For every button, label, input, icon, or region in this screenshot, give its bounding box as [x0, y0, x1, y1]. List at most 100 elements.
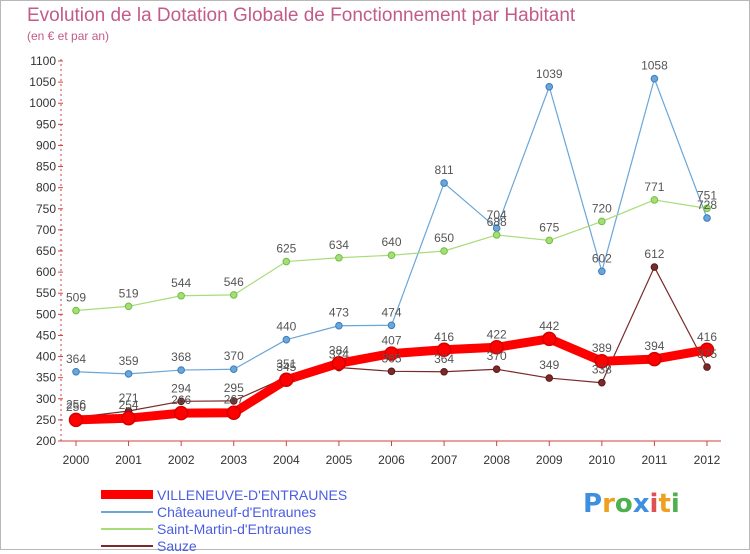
x-tick-label: 2002	[168, 453, 195, 467]
data-point	[440, 247, 448, 255]
y-tick-label: 900	[36, 138, 56, 152]
x-tick-label: 2005	[326, 453, 353, 467]
y-tick-label: 450	[36, 328, 56, 342]
data-label: 370	[487, 349, 507, 363]
data-label: 338	[592, 363, 612, 377]
data-label: 294	[171, 381, 191, 395]
data-label: 640	[381, 235, 401, 249]
data-point	[226, 405, 241, 420]
data-label: 473	[329, 306, 349, 320]
data-label: 295	[224, 381, 244, 395]
data-point	[650, 74, 659, 83]
data-point	[703, 363, 711, 371]
data-label: 254	[119, 398, 139, 412]
y-tick-label: 650	[36, 244, 56, 258]
data-point	[387, 321, 396, 330]
legend-entry: Saint-Martin-d'Entraunes	[101, 520, 347, 537]
y-tick-label: 600	[36, 265, 56, 279]
logo-letter: P	[583, 489, 603, 519]
data-label: 546	[224, 275, 244, 289]
legend-swatch	[101, 510, 153, 513]
data-point	[492, 231, 501, 239]
data-label: 394	[644, 339, 664, 353]
data-label: 720	[592, 201, 612, 215]
data-label: 349	[539, 358, 559, 372]
data-point	[440, 367, 448, 376]
data-point	[335, 253, 343, 262]
data-point	[436, 342, 452, 358]
data-label: 266	[171, 393, 191, 407]
data-point	[489, 340, 504, 355]
y-tick-label: 800	[36, 181, 56, 195]
data-point	[650, 196, 659, 204]
data-label: 365	[381, 351, 401, 365]
chart-legend: VILLENEUVE-D'ENTRAUNES Châteauneuf-d'Entr…	[101, 486, 347, 554]
data-label: 267	[224, 393, 244, 407]
y-tick-label: 1000	[29, 96, 56, 110]
y-tick-label: 950	[36, 117, 56, 131]
legend-label: Saint-Martin-d'Entraunes	[157, 520, 312, 537]
y-tick-label: 850	[36, 160, 56, 174]
x-tick-label: 2007	[431, 453, 458, 467]
data-point	[703, 214, 711, 222]
data-point	[335, 321, 343, 330]
chart-title: Evolution de la Dotation Globale de Fonc…	[27, 5, 576, 26]
legend-label: Sauze	[157, 537, 197, 554]
data-point	[177, 397, 185, 406]
data-label: 368	[171, 350, 191, 364]
data-point	[177, 291, 185, 300]
x-tick-label: 2010	[588, 453, 615, 467]
x-tick-label: 2006	[378, 453, 405, 467]
data-label: 442	[539, 319, 559, 333]
legend-swatch	[101, 527, 153, 530]
data-point	[545, 374, 554, 382]
data-point	[124, 302, 133, 311]
data-label: 519	[119, 286, 139, 300]
data-point	[121, 410, 136, 426]
y-tick-label: 1100	[30, 54, 56, 68]
data-label: 384	[329, 343, 349, 357]
data-point	[279, 372, 294, 388]
data-label: 771	[644, 180, 664, 194]
data-point	[703, 204, 711, 213]
data-label: 602	[592, 251, 612, 265]
data-label: 440	[276, 320, 296, 334]
data-point	[331, 356, 347, 371]
data-point	[384, 346, 399, 361]
data-label: 544	[171, 276, 191, 290]
data-point	[229, 365, 238, 374]
y-tick-label: 350	[36, 371, 56, 385]
data-label: 364	[66, 352, 86, 366]
data-label: 345	[276, 360, 296, 374]
data-label: 416	[434, 330, 454, 344]
proxiti-logo: Proxiti	[583, 489, 680, 519]
data-point	[542, 331, 557, 347]
data-point	[650, 263, 659, 271]
data-point	[598, 378, 606, 387]
data-label: 704	[487, 208, 507, 222]
data-point	[387, 367, 396, 376]
logo-letter: t	[658, 489, 671, 519]
data-label: 407	[381, 334, 401, 348]
legend-label: Châteauneuf-d'Entraunes	[157, 503, 317, 520]
y-tick-label: 750	[36, 202, 56, 216]
data-point	[598, 267, 606, 276]
data-label: 364	[434, 352, 454, 366]
data-label: 650	[434, 231, 454, 245]
chart-subtitle: (en € et par an)	[27, 29, 110, 43]
data-point	[492, 365, 501, 374]
data-label: 634	[329, 238, 349, 252]
legend-entry: Sauze	[101, 537, 347, 554]
data-label: 250	[66, 400, 86, 414]
data-label: 612	[644, 247, 664, 261]
data-label: 374	[329, 348, 349, 362]
data-label: 271	[119, 391, 139, 405]
data-label: 375	[697, 347, 717, 361]
data-label: 474	[381, 305, 401, 319]
legend-swatch	[101, 544, 153, 547]
data-point	[545, 82, 554, 91]
data-label: 422	[487, 327, 507, 341]
x-tick-label: 2009	[536, 453, 563, 467]
